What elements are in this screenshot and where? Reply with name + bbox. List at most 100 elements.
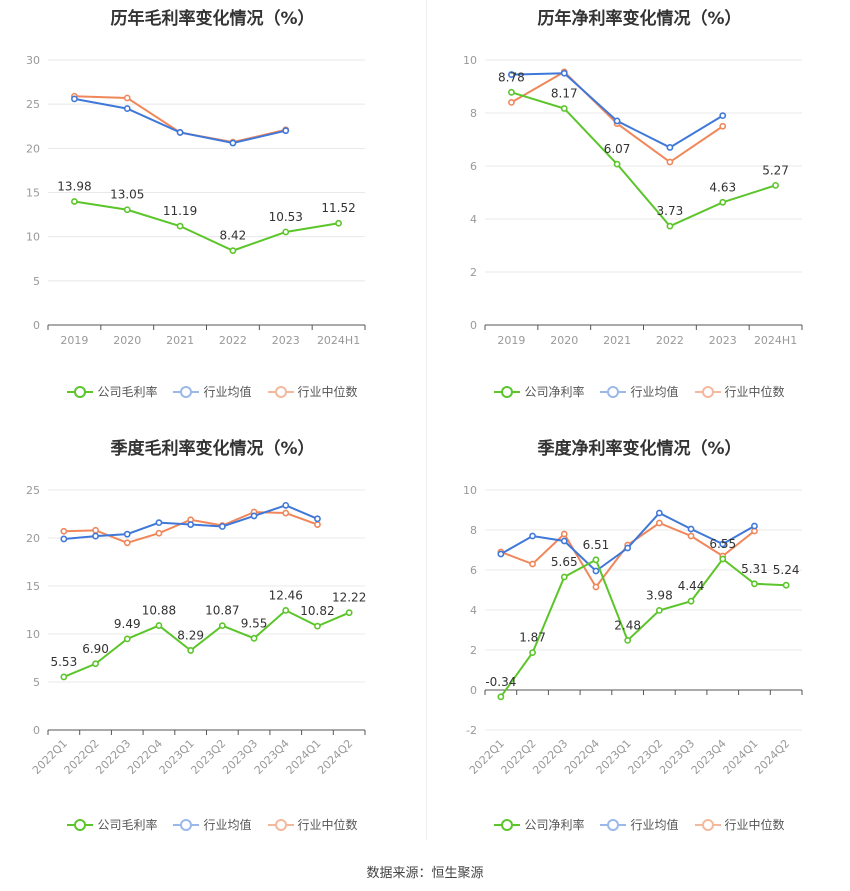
data-point-company (613, 160, 621, 168)
x-tick-label: 2019 (497, 334, 525, 347)
y-tick-label: 6 (470, 564, 477, 577)
chart-legend: 公司毛利率 行业均值 行业中位数 (0, 383, 425, 400)
y-tick-label: 5 (33, 676, 40, 689)
data-point-company (772, 181, 779, 189)
data-point-industry_avg (176, 129, 184, 136)
data-label: 4.44 (678, 579, 705, 593)
data-point-company (123, 206, 131, 214)
series-line-company (74, 200, 339, 252)
data-point-industry_median (123, 539, 131, 547)
legend-item-industry-median[interactable]: 行业中位数 (267, 816, 358, 833)
data-label: 9.49 (114, 617, 141, 631)
data-point-industry_avg (560, 537, 568, 545)
data-point-company (176, 222, 184, 230)
legend-label-company: 公司毛利率 (97, 818, 158, 832)
data-label: 1.87 (519, 631, 546, 645)
data-label: 6.90 (82, 642, 109, 656)
data-point-company (655, 606, 663, 614)
legend-swatch-industry-median (267, 385, 294, 398)
data-label: 5.24 (773, 563, 800, 577)
data-label: 3.98 (646, 588, 673, 602)
x-tick-label: 2020 (550, 334, 578, 347)
legend-item-company[interactable]: 公司净利率 (494, 816, 584, 833)
data-point-company (123, 635, 131, 643)
data-point-industry_avg (123, 105, 131, 112)
data-point-industry_median (282, 509, 290, 517)
data-label: 4.63 (709, 180, 736, 194)
data-point-industry_avg (282, 127, 290, 135)
data-point-company (624, 636, 632, 644)
legend-swatch-industry-avg (173, 385, 200, 398)
x-tick-label: 2021 (603, 334, 631, 347)
legend-item-company[interactable]: 公司净利率 (494, 383, 584, 400)
legend-item-industry-avg[interactable]: 行业均值 (600, 816, 679, 833)
x-tick-label: 2019 (60, 334, 88, 347)
x-tick-label: 2020 (113, 334, 141, 347)
chart-legend: 公司净利率 行业均值 行业中位数 (427, 383, 850, 400)
y-tick-label: 2 (470, 644, 477, 657)
y-tick-label: 0 (33, 319, 40, 332)
data-point-industry_median (560, 530, 568, 538)
y-tick-label: 10 (26, 628, 40, 641)
legend-swatch-company (67, 818, 94, 831)
series-line-industry_median (500, 521, 756, 589)
legend-label-industry-median: 行业中位数 (724, 385, 785, 399)
legend-swatch-company (67, 385, 94, 398)
data-point-company (71, 198, 78, 205)
x-tick-label: 2024H1 (754, 334, 797, 347)
data-point-industry_avg (60, 535, 68, 543)
data-label: 3.73 (657, 204, 684, 218)
chart-title: 季度净利率变化情况（%） (537, 439, 742, 459)
y-tick-label: 0 (470, 319, 477, 332)
data-point-industry_avg (687, 525, 695, 533)
data-point-company (782, 581, 790, 589)
data-point-industry_avg (229, 139, 237, 147)
chart-annual-gross-margin: 历年毛利率变化情况（%） 0 5 10 15 20 25 30 2019 2020 2021 202… (0, 0, 425, 430)
chart-plot-quarterly-net-margin: -202468102022Q12022Q22022Q32022Q42023Q12… (463, 484, 803, 777)
legend-item-industry-median[interactable]: 行业中位数 (694, 816, 785, 833)
data-label: 8.29 (177, 628, 204, 642)
chart-quarterly-gross-margin: 季度毛利率变化情况（%） 0 5 10 15 20 25 2022Q1 2022Q2 2022Q… (0, 430, 425, 860)
data-point-industry_avg (560, 69, 568, 77)
legend-item-industry-avg[interactable]: 行业均值 (173, 383, 252, 400)
legend-item-industry-avg[interactable]: 行业均值 (600, 383, 679, 400)
series-line-company (511, 91, 776, 228)
x-tick-label: 2022 (656, 334, 684, 347)
y-tick-label: 8 (470, 524, 477, 537)
data-point-industry_avg (282, 501, 290, 509)
data-label: 12.22 (332, 591, 366, 605)
data-point-company (345, 609, 353, 617)
y-tick-label: 30 (26, 54, 40, 67)
y-tick-label: 10 (26, 231, 40, 244)
data-point-industry_avg (719, 112, 727, 120)
data-point-industry_avg (218, 523, 226, 530)
data-point-company (560, 573, 568, 581)
y-tick-label: 15 (26, 187, 40, 200)
data-point-company (314, 622, 321, 630)
y-tick-label: 20 (26, 532, 40, 545)
series-line-company (500, 557, 787, 698)
data-label: 11.52 (321, 201, 355, 215)
legend-swatch-company (494, 818, 521, 831)
data-point-industry_avg (250, 512, 258, 520)
legend-item-industry-avg[interactable]: 行业均值 (173, 816, 252, 833)
data-point-company (751, 580, 758, 588)
legend-swatch-company (494, 385, 521, 398)
data-label: 8.78 (498, 70, 525, 84)
chart-plot-quarterly-gross-margin: 05101520252022Q12022Q22022Q32022Q42023Q1… (26, 484, 366, 777)
legend-item-industry-median[interactable]: 行业中位数 (267, 383, 358, 400)
legend-item-company[interactable]: 公司毛利率 (67, 383, 157, 400)
y-tick-label: 0 (470, 684, 477, 697)
data-point-industry_avg (624, 544, 632, 552)
data-point-company (282, 606, 290, 614)
y-tick-label: 5 (33, 275, 40, 288)
y-tick-label: 20 (26, 142, 40, 155)
data-label: 2.48 (614, 618, 641, 632)
data-point-industry_avg (666, 144, 674, 151)
legend-label-industry-avg: 行业均值 (203, 818, 252, 832)
legend-swatch-industry-avg (173, 818, 200, 831)
legend-item-industry-median[interactable]: 行业中位数 (694, 383, 785, 400)
data-point-industry_avg (155, 519, 163, 527)
data-point-industry_avg (123, 530, 131, 538)
legend-item-company[interactable]: 公司毛利率 (67, 816, 157, 833)
